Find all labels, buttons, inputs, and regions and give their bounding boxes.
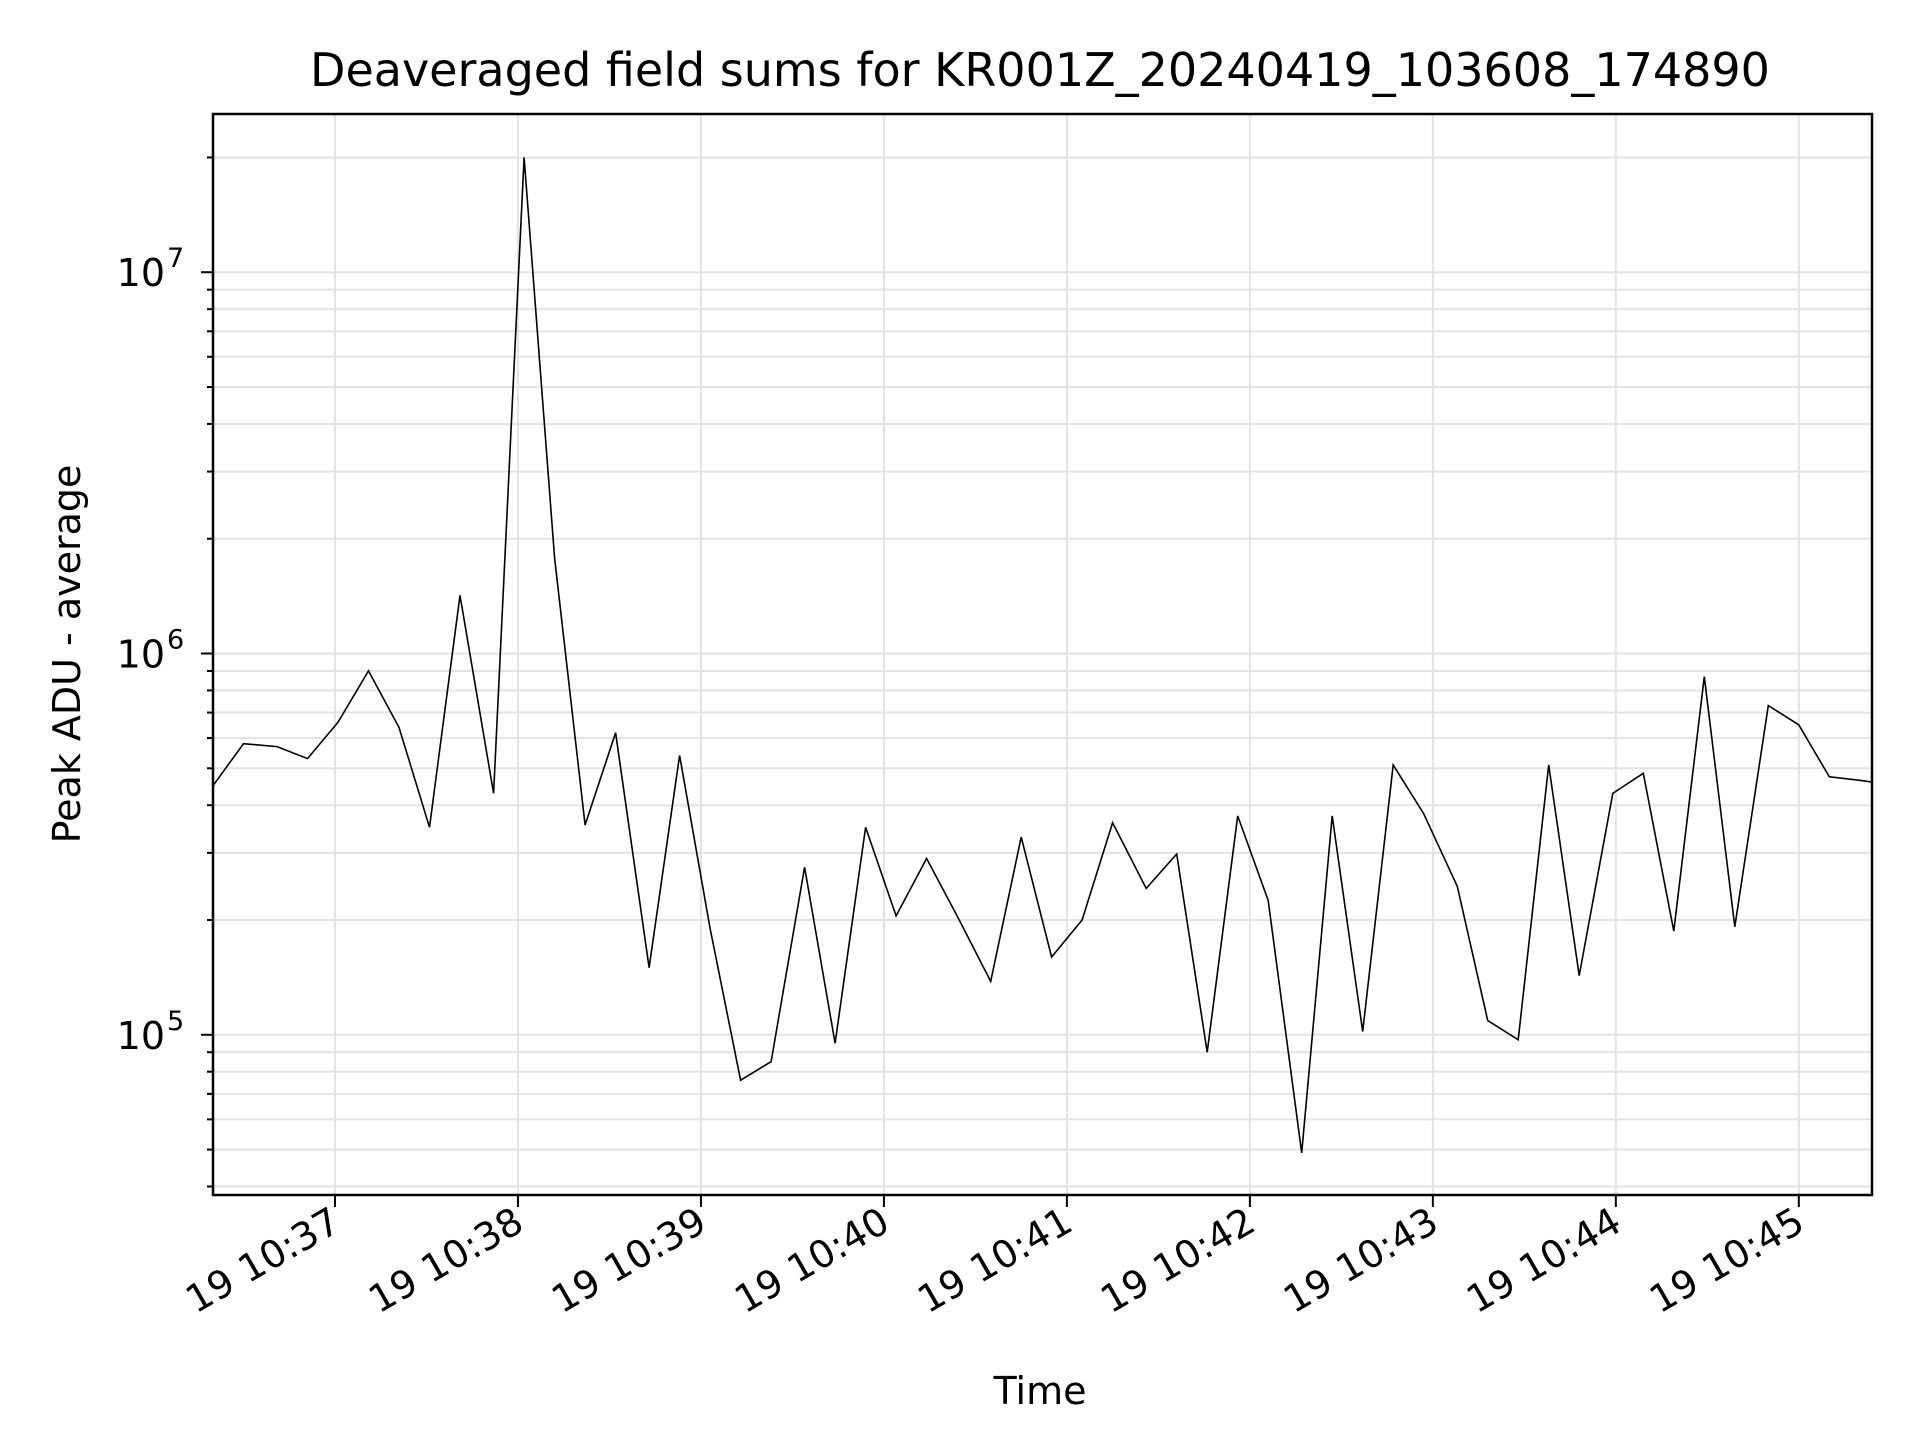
series-line <box>213 157 1872 1154</box>
y-tick-label: 10 <box>117 1014 165 1058</box>
y-axis-label: Peak ADU - average <box>45 465 89 844</box>
series-layer <box>213 157 1872 1154</box>
y-tick-label: 10 <box>117 251 165 295</box>
y-tick-exponent: 5 <box>167 1006 184 1037</box>
grid-layer <box>213 114 1872 1195</box>
chart-title: Deaveraged field sums for KR001Z_2024041… <box>310 43 1770 97</box>
y-tick-label: 10 <box>117 633 165 677</box>
x-axis-label: Time <box>993 1369 1087 1413</box>
y-tick-exponent: 6 <box>167 625 184 656</box>
y-tick-exponent: 7 <box>167 243 184 274</box>
